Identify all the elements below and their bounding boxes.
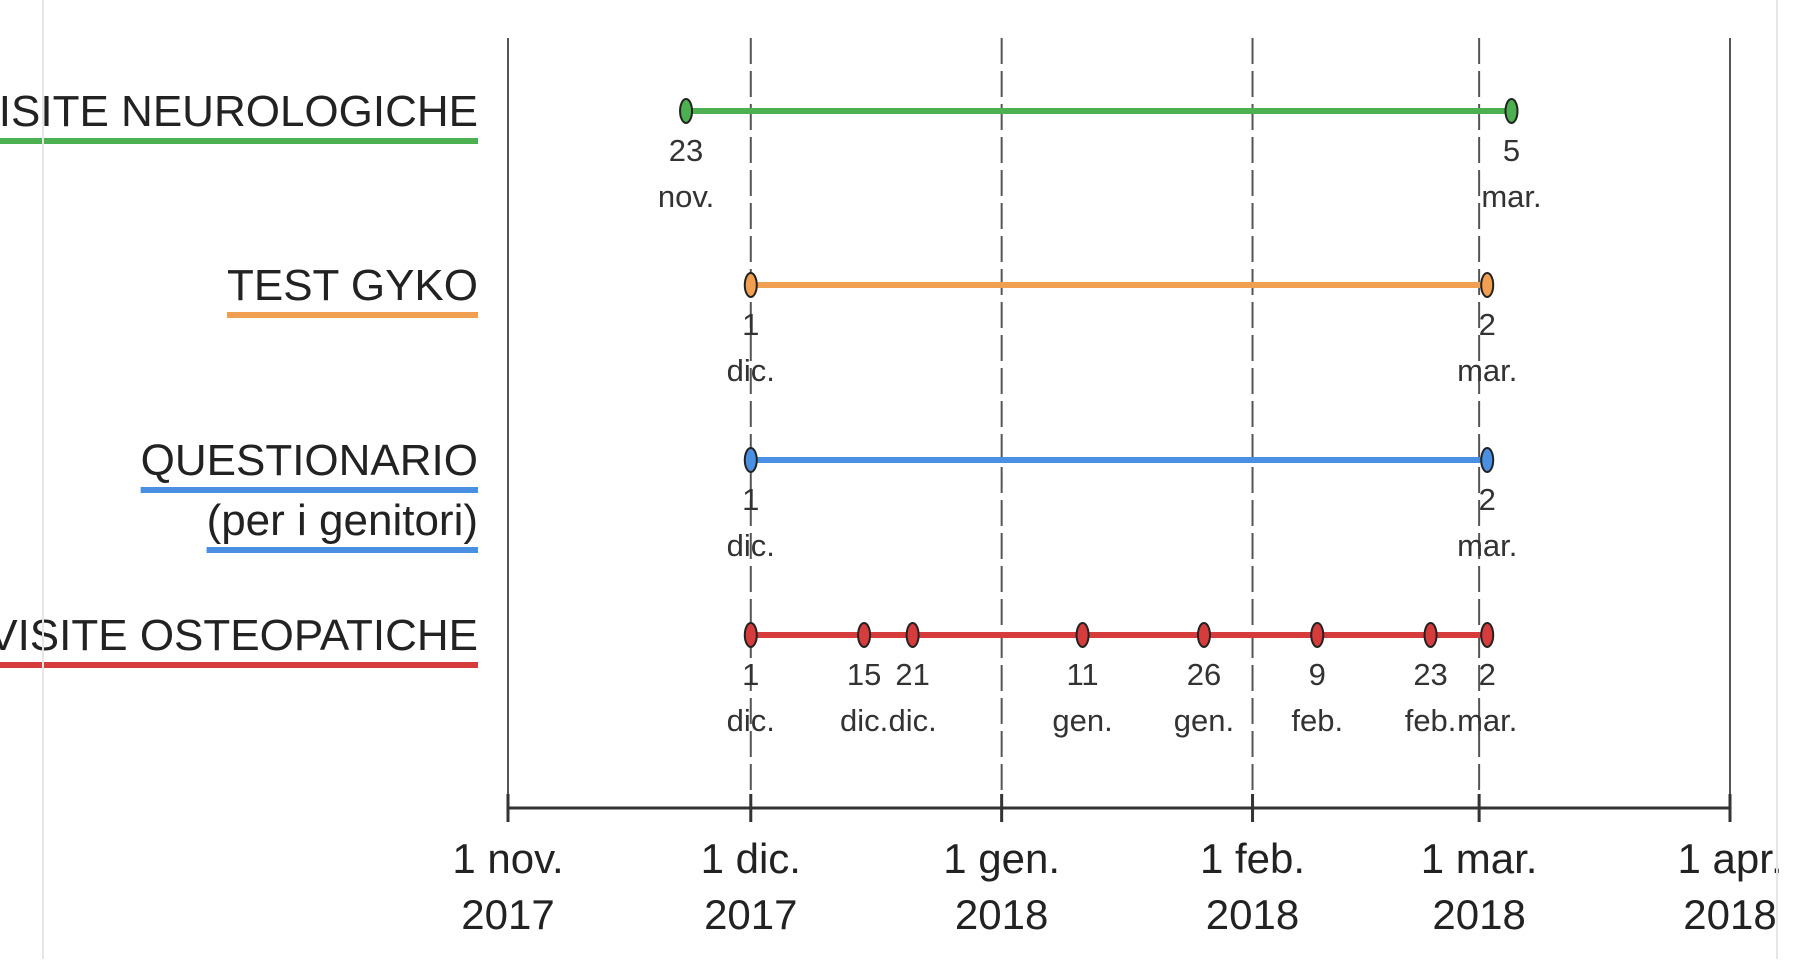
x-tick-year-label: 2018 <box>1683 891 1776 938</box>
x-tick-label: 1 nov. <box>452 835 563 882</box>
event-day-label: 23 <box>1413 657 1447 692</box>
event-marker <box>1196 622 1211 648</box>
x-tick-label: 1 gen. <box>943 835 1060 882</box>
event-month-label: feb. <box>1291 703 1343 738</box>
event-marker <box>1480 622 1495 648</box>
x-tick-year-label: 2017 <box>461 891 554 938</box>
series-label: VISITE NEUROLOGICHE <box>0 87 478 136</box>
event-month-label: mar. <box>1457 528 1517 563</box>
event-marker <box>1075 622 1090 648</box>
event-month-label: dic. <box>727 353 775 388</box>
event-day-label: 26 <box>1187 657 1221 692</box>
event-day-label: 23 <box>669 133 703 168</box>
series-label: VISITE OSTEOPATICHE <box>0 611 478 660</box>
x-tick-label: 1 apr. <box>1677 835 1782 882</box>
event-month-label: gen. <box>1052 703 1112 738</box>
event-month-label: feb. <box>1405 703 1457 738</box>
x-tick-label: 1 feb. <box>1200 835 1305 882</box>
x-tick-year-label: 2017 <box>704 891 797 938</box>
event-marker <box>1423 622 1438 648</box>
series-label-underline <box>226 312 478 318</box>
event-marker <box>1480 272 1495 298</box>
event-month-label: dic. <box>727 528 775 563</box>
x-tick-year-label: 2018 <box>1206 891 1299 938</box>
event-marker <box>1504 98 1519 124</box>
x-tick-label: 1 dic. <box>701 835 801 882</box>
event-day-label: 2 <box>1479 482 1496 517</box>
event-day-label: 1 <box>742 482 759 517</box>
x-tick-year-label: 2018 <box>955 891 1048 938</box>
event-day-label: 21 <box>895 657 929 692</box>
x-tick-year-label: 2018 <box>1432 891 1525 938</box>
left-border <box>42 0 44 959</box>
x-tick-label: 1 mar. <box>1421 835 1538 882</box>
event-marker <box>679 98 694 124</box>
series-label-underline <box>0 662 478 668</box>
event-month-label: dic. <box>727 703 775 738</box>
series-label-underline <box>0 138 478 144</box>
event-day-label: 1 <box>742 307 759 342</box>
event-marker <box>857 622 872 648</box>
event-month-label: dic. <box>889 703 937 738</box>
event-month-label: nov. <box>658 179 714 214</box>
event-marker <box>743 447 758 473</box>
series-label-underline <box>140 487 478 493</box>
series-label: TEST GYKO <box>227 261 478 310</box>
event-day-label: 5 <box>1503 133 1520 168</box>
right-border <box>1776 0 1778 959</box>
event-day-label: 11 <box>1066 657 1098 692</box>
event-day-label: 15 <box>847 657 881 692</box>
event-month-label: mar. <box>1457 353 1517 388</box>
event-day-label: 2 <box>1479 307 1496 342</box>
event-month-label: dic. <box>840 703 888 738</box>
event-month-label: mar. <box>1481 179 1541 214</box>
event-day-label: 1 <box>742 657 759 692</box>
series-label: QUESTIONARIO <box>141 436 478 485</box>
event-marker <box>743 272 758 298</box>
event-marker <box>1480 447 1495 473</box>
event-marker <box>1310 622 1325 648</box>
series-sublabel-underline <box>206 547 478 553</box>
event-day-label: 2 <box>1479 657 1496 692</box>
event-month-label: mar. <box>1457 703 1517 738</box>
event-month-label: gen. <box>1174 703 1234 738</box>
event-marker <box>905 622 920 648</box>
series-sublabel: (per i genitori) <box>207 496 478 545</box>
event-day-label: 9 <box>1309 657 1326 692</box>
event-marker <box>743 622 758 648</box>
